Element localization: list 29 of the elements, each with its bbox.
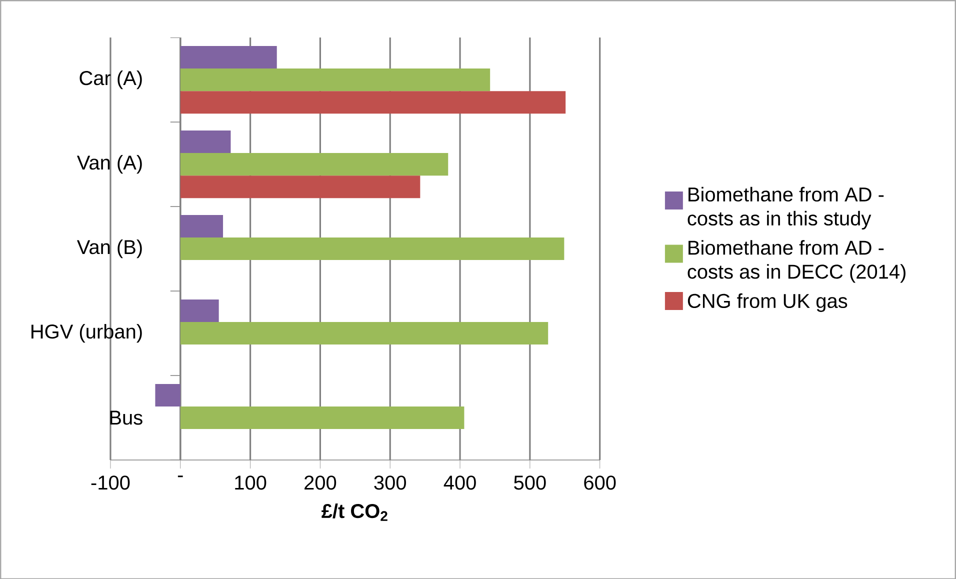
legend-label: Biomethane from AD - costs as in DECC (2014) (688, 240, 906, 282)
y-tick-label: Bus (110, 410, 142, 424)
x-tick-label: -100 (91, 475, 130, 490)
y-tick-label: HGV (urban) (32, 324, 142, 342)
bar (155, 384, 180, 406)
y-tick-label: Van (A) (76, 154, 142, 174)
x-tick-label: 200 (304, 475, 336, 490)
x-tick-label: 400 (444, 475, 476, 490)
x-tick-label: 300 (374, 475, 406, 490)
bar (180, 299, 219, 322)
bar (180, 175, 420, 198)
x-axis-title: £/t CO$_{2}$ (322, 503, 388, 521)
bar (180, 68, 490, 91)
bar (180, 214, 224, 238)
legend-label: Biomethane from AD - costs as in this study (688, 186, 884, 230)
bar (180, 152, 448, 176)
x-tick-label: - (178, 475, 183, 477)
bar (180, 237, 564, 260)
legend-label: CNG from UK gas (688, 293, 848, 312)
bar (180, 406, 464, 429)
bar (180, 130, 231, 153)
y-tick-label: Van (B) (76, 239, 142, 258)
bar (180, 90, 566, 114)
x-tick-label: 500 (514, 475, 546, 490)
bar (180, 322, 548, 344)
x-tick-label: 600 (584, 475, 616, 490)
bar (180, 46, 277, 68)
y-tick-label: Car (A) (80, 70, 142, 89)
x-tick-label: 100 (235, 475, 266, 490)
